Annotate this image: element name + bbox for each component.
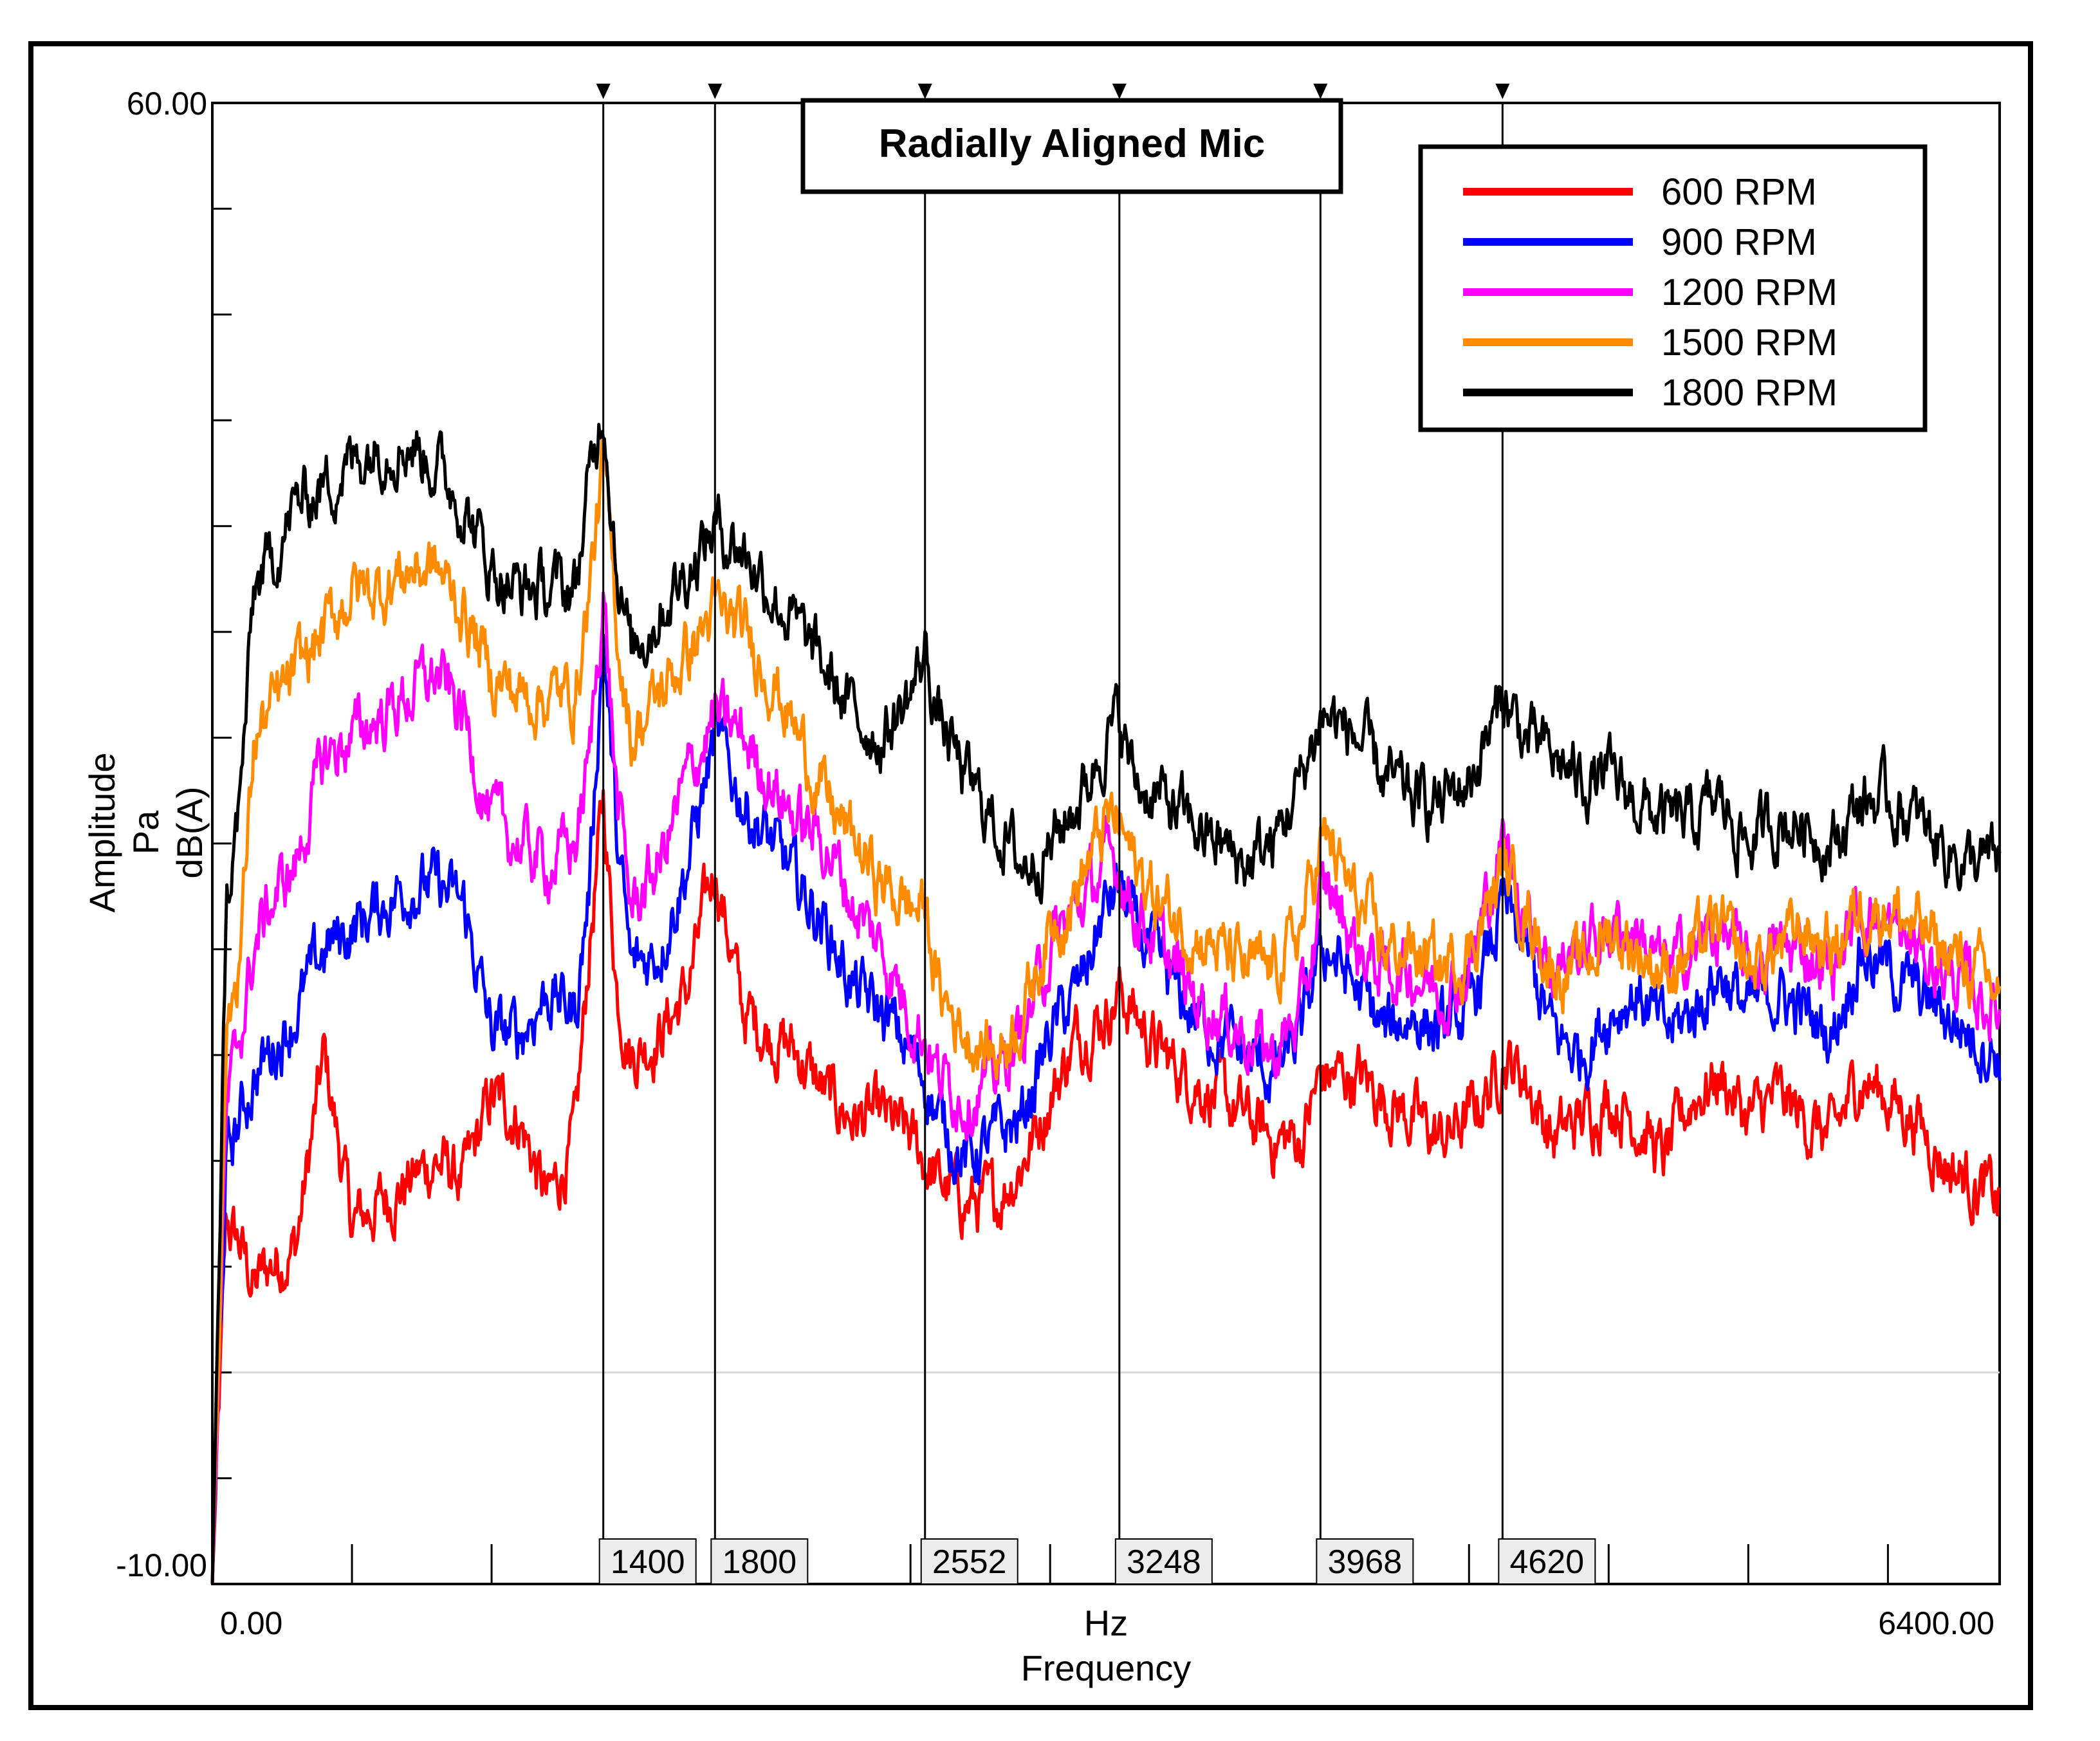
y-axis-title-unit: Pa [125,810,166,854]
marker-label: 1400 [611,1543,685,1581]
chart-title: Radially Aligned Mic [879,122,1266,166]
marker-arrow [917,84,932,99]
series-line-900-rpm [210,633,2002,1585]
series-lines [210,423,2002,1585]
y-axis-title-amplitude: Amplitude [82,752,122,912]
series-line-1800-rpm [210,423,2002,1585]
marker-label: 1800 [722,1543,797,1581]
marker-arrow [708,84,723,99]
x-tick-label-right: 6400.00 [1878,1605,1994,1641]
x-axis-unit: Hz [1084,1603,1128,1643]
marker-arrow [1112,84,1127,99]
marker-arrow [596,84,611,99]
marker-label: 4620 [1510,1543,1585,1581]
chart-svg: 1400 1800 2552 3248 3968 4620 60.00 -10.00 0.… [82,84,2002,1688]
marker-arrow [1495,84,1510,99]
legend-label: 600 RPM [1661,171,1817,213]
marker-label-box [1498,1538,1596,1585]
marker-arrow [1313,84,1328,99]
marker-label: 3248 [1127,1543,1201,1581]
y-axis-title-scale: dB(A) [169,786,210,878]
chart-title-box: Radially Aligned Mic [800,98,1343,194]
marker-label: 3968 [1328,1543,1403,1581]
legend: 600 RPM 900 RPM 1200 RPM 1500 RPM 1800 RPM [1418,144,1928,432]
x-tick-label-left: 0.00 [220,1605,282,1641]
chart-title-border [800,98,1343,194]
marker-label: 2552 [932,1543,1007,1581]
axis-labels: 60.00 -10.00 0.00 6400.00 Hz Frequency A… [82,86,1994,1688]
legend-label: 900 RPM [1661,221,1817,263]
legend-label: 1500 RPM [1661,322,1838,364]
x-axis-title: Frequency [1021,1648,1192,1688]
marker-label-box [598,1538,697,1585]
chart-frame: 1400 1800 2552 3248 3968 4620 60.00 -10.00 0.… [28,41,2033,1710]
series-line-1200-rpm [210,591,2002,1585]
marker-label-box [1316,1538,1414,1585]
marker-label-box [920,1538,1018,1585]
y-tick-label-bottom: -10.00 [116,1547,207,1583]
series-line-1500-rpm [210,434,2002,1585]
series-line-600-rpm [210,789,2001,1585]
frequency-markers: 1400 1800 2552 3248 3968 4620 [596,84,1596,1585]
legend-label: 1800 RPM [1661,372,1838,414]
legend-label: 1200 RPM [1661,272,1838,313]
y-tick-label-top: 60.00 [127,86,207,122]
marker-label-box [1114,1538,1213,1585]
marker-label-box [710,1538,809,1585]
